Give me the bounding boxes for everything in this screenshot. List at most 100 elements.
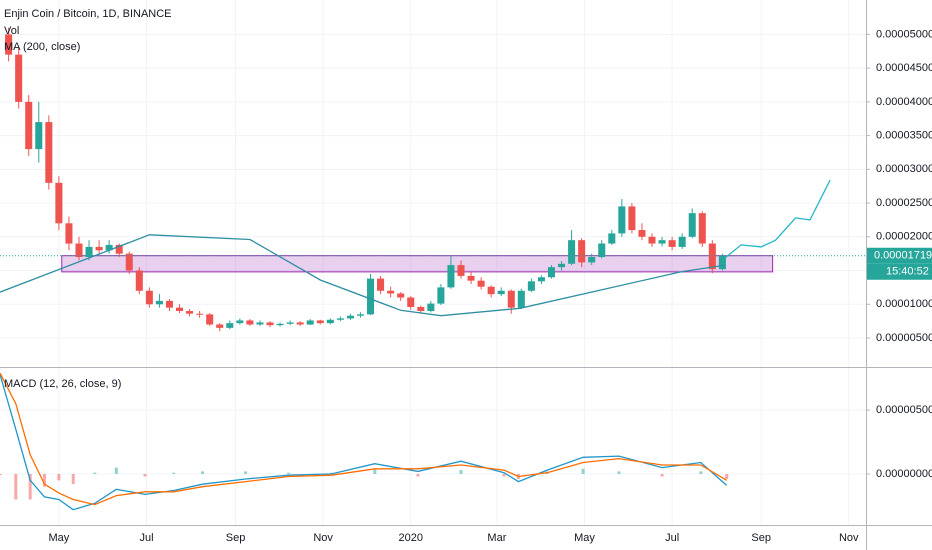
candle-body [698, 213, 706, 244]
histogram-bar [373, 468, 377, 474]
candle-body [186, 311, 194, 314]
candle-body [708, 243, 716, 270]
y-tick-label: 0.00004500 [876, 62, 932, 74]
candle-body [176, 307, 184, 312]
macd-title: MACD (12, 26, close, 9) [4, 378, 121, 390]
candle-body [35, 122, 43, 150]
histogram-bar [71, 473, 75, 485]
candle-body [165, 300, 173, 308]
histogram-bar [660, 473, 664, 477]
candle-body [527, 281, 535, 291]
candle-body [648, 236, 656, 244]
histogram-bar [502, 473, 506, 477]
candle-body [477, 280, 485, 287]
candle-body [326, 319, 334, 324]
histogram-bar [43, 473, 47, 487]
candle-body [196, 313, 204, 315]
candle-body [447, 265, 455, 288]
candle-body [286, 322, 294, 324]
grid [0, 0, 866, 525]
indicator-label: MA (200, close) [4, 41, 80, 53]
x-tick-label: Nov [313, 532, 333, 544]
candle-body [266, 322, 274, 326]
candle-body [688, 213, 696, 237]
candle-body [5, 34, 13, 55]
y-tick-label: 0.00003500 [876, 130, 932, 142]
histogram-bar [459, 470, 463, 474]
candle-body [346, 315, 354, 319]
y-tick-label: 0.00001000 [876, 298, 932, 310]
candle-body [55, 182, 63, 224]
candle-body [638, 230, 646, 237]
projection-path [724, 179, 831, 259]
candle-body [306, 320, 314, 325]
axes: May Jul Sep Nov 2020 Mar May Jul Sep Nov 0.0000050… [48, 28, 932, 544]
candle-body [457, 265, 465, 276]
y-tick-label: 0.00004000 [876, 96, 932, 108]
y-tick-label: 0.00000500 [876, 332, 932, 344]
histogram-bar [416, 473, 420, 477]
candle-body [568, 240, 576, 264]
candle-body [517, 290, 525, 308]
candle-body [397, 293, 405, 298]
candle-body [487, 286, 495, 295]
candle-body [236, 320, 244, 324]
candle-body [125, 253, 133, 271]
macd-line [0, 374, 728, 511]
candle-body [336, 318, 344, 320]
y-tick-label: 0.00003000 [876, 163, 932, 175]
histogram-bar [93, 472, 97, 474]
x-tick-label: Jul [139, 532, 153, 544]
candle-body [25, 101, 33, 150]
last-price-box [867, 247, 932, 264]
candle-body [65, 223, 73, 244]
candle-body [407, 297, 415, 307]
histogram-bar [14, 473, 18, 500]
candle-body [618, 206, 626, 234]
histogram-bar [699, 471, 703, 474]
histogram-bar [143, 473, 147, 477]
x-tick-label: 2020 [398, 532, 422, 544]
histogram-bar [172, 472, 176, 474]
y-tick-label: 0.00005000 [876, 28, 932, 40]
histogram-bar [725, 473, 729, 480]
x-tick-label: May [574, 532, 595, 544]
candle-body [668, 240, 676, 247]
candle-body [115, 244, 123, 254]
candle-body [155, 300, 163, 305]
candle-body [497, 290, 505, 295]
candle-body [537, 277, 545, 282]
candle-body [95, 246, 103, 251]
candle-body [628, 206, 636, 231]
histogram-bar [287, 472, 291, 474]
moving-average [0, 234, 726, 317]
histogram-bar [28, 473, 32, 500]
candle-body [467, 275, 475, 281]
candle-body [246, 320, 254, 325]
candle-body [296, 322, 304, 325]
countdown-box [867, 263, 932, 280]
y-tick-label: 0.00000000 [876, 468, 932, 480]
candle-body [417, 306, 425, 312]
histogram-bar [200, 471, 204, 474]
histogram-bar [244, 471, 248, 474]
candle-body [75, 243, 83, 258]
candle-body [547, 267, 556, 278]
candle-body [367, 278, 375, 315]
histogram-bar [114, 467, 118, 474]
x-tick-label: May [48, 532, 69, 544]
candle-body [507, 290, 515, 308]
macd-pane [0, 372, 729, 511]
candle-body [316, 320, 324, 324]
chart-title: Enjin Coin / Bitcoin, 1D, BINANCE [4, 8, 172, 20]
candle-body [598, 243, 606, 258]
y-tick-label: 0.00002000 [876, 231, 932, 243]
candle-body [718, 255, 726, 270]
y-tick-label: 0.00000500 [876, 404, 932, 416]
candle-body [356, 314, 364, 316]
candle-body [588, 257, 596, 263]
price-pane [0, 27, 866, 332]
candle-body [85, 246, 93, 258]
